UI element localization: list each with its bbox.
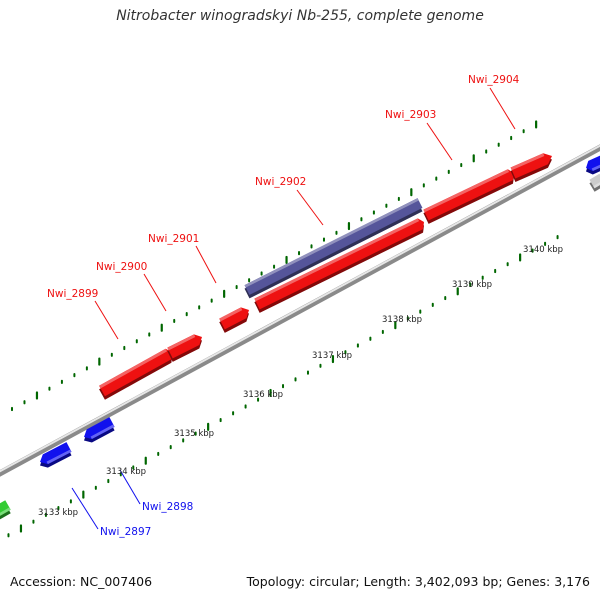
gene-arrow-nwi-2901-highlight [219, 307, 243, 322]
gene-arrow-edge-reverse [586, 155, 600, 175]
genome-stats-text: Topology: circular; Length: 3,402,093 bp… [246, 574, 590, 589]
gene-arrow-nwi-2897-body [40, 442, 72, 465]
gene-labels: Nwi_2899 Nwi_2900 Nwi_2901 Nwi_2902 Nwi_2903… [47, 74, 520, 538]
gene-arrow-nwi-2897 [40, 442, 72, 468]
leader-nwi-2897 [71, 487, 99, 530]
genome-backbone [0, 144, 600, 477]
gene-label-nwi-2900: Nwi_2900 [96, 261, 147, 273]
scale-label: 3138 kbp [382, 315, 422, 325]
scale-label: 3139 kbp [452, 280, 492, 290]
gene-arrow-nwi-2901-body [219, 307, 249, 330]
feature-bar-nwi-2902-region-highlight [244, 198, 419, 288]
leader-nwi-2902 [296, 189, 324, 226]
scale-label: 3137 kbp [312, 351, 352, 361]
map-title: Nitrobacter winogradskyi Nb-255, complet… [116, 8, 484, 24]
leader-nwi-2904 [489, 87, 516, 130]
scale-label: 3135 kbp [174, 429, 214, 439]
gene-arrow-nwi-2899-body [99, 348, 172, 397]
gene-arrow-nwi-2902-highlight [254, 218, 420, 302]
gene-label-nwi-2899: Nwi_2899 [47, 288, 98, 300]
backbone-highlight [0, 144, 600, 473]
scale-label: 3136 kbp [243, 390, 283, 400]
gene-arrow-nwi-2900-highlight [167, 334, 196, 351]
feature-bar-nwi-2902-region [244, 198, 423, 299]
feature-bar-nwi-2902-region-body [244, 198, 423, 295]
gene-arrow-nwi-2904-highlight [510, 153, 545, 171]
gene-arrow-nwi-2898 [84, 417, 115, 443]
gene-arrow-nwi-2903 [423, 169, 514, 224]
scale-ticks [7, 120, 559, 538]
gene-arrow-nwi-2898-body [84, 417, 115, 440]
gene-label-nwi-2904: Nwi_2904 [468, 74, 520, 86]
feature-edge-green-highlight [0, 507, 11, 516]
scale-labels: 3133 kbp 3134 kbp 3135 kbp 3136 kbp 3137 kbp… [38, 245, 563, 518]
feature-edge-gray-highlight [593, 182, 600, 189]
backbone-line [0, 144, 600, 477]
gene-arrow-nwi-2904-body [510, 153, 552, 179]
leader-nwi-2901 [195, 245, 217, 284]
gene-arrow-edge-reverse-highlight [591, 164, 600, 171]
accession-text: Accession: NC_007406 [10, 574, 153, 589]
gene-label-nwi-2898: Nwi_2898 [142, 501, 193, 513]
feature-edge-green [0, 500, 11, 520]
gene-arrow-nwi-2898-highlight [90, 424, 115, 440]
gene-arrow-nwi-2897-highlight [46, 449, 72, 465]
leader-nwi-2899 [94, 300, 119, 340]
gene-arrow-nwi-2904 [510, 153, 552, 183]
gene-arrow-nwi-2900-body [167, 334, 202, 359]
gene-arrow-nwi-2902-body [254, 218, 424, 310]
gene-label-nwi-2901: Nwi_2901 [148, 233, 199, 245]
gene-label-nwi-2902: Nwi_2902 [255, 176, 306, 188]
gene-arrow-nwi-2900 [167, 334, 202, 362]
gene-arrow-nwi-2899 [99, 348, 172, 400]
gene-label-nwi-2903: Nwi_2903 [385, 109, 436, 121]
scale-label: 3134 kbp [106, 467, 146, 477]
gene-label-nwi-2897: Nwi_2897 [100, 526, 151, 538]
gene-arrow-nwi-2899-highlight [99, 348, 168, 389]
gene-arrow-nwi-2901 [219, 307, 249, 333]
scale-label: 3133 kbp [38, 508, 78, 518]
gene-features [0, 153, 600, 520]
leader-nwi-2903 [426, 122, 453, 161]
feature-edge-gray [589, 173, 600, 192]
gene-arrow-nwi-2902 [254, 218, 424, 313]
gene-arrow-nwi-2903-body [423, 169, 514, 221]
leader-nwi-2898 [119, 469, 141, 505]
leader-nwi-2900 [143, 273, 167, 312]
scale-label: 3140 kbp [523, 245, 563, 255]
gene-arrow-nwi-2903-highlight [423, 169, 510, 213]
label-leader-lines [71, 87, 516, 530]
